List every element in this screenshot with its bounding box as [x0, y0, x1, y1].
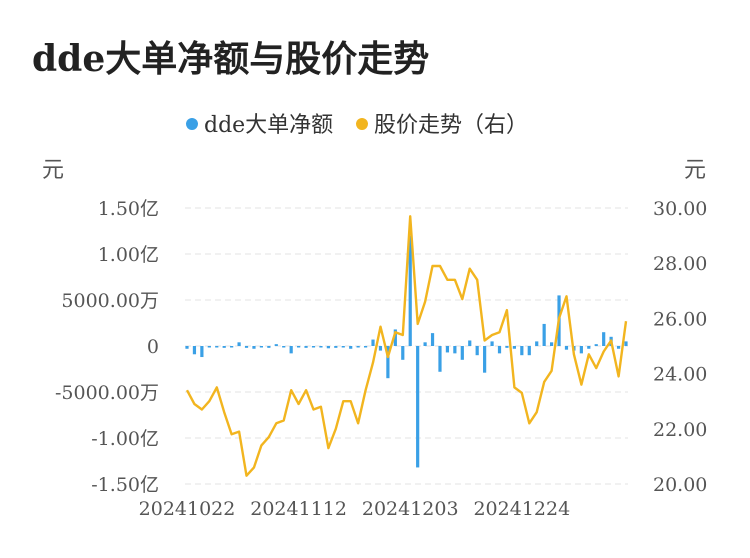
dde-bar	[505, 346, 509, 348]
dde-bar	[297, 346, 301, 348]
dde-bar	[616, 346, 621, 349]
dde-bar	[267, 346, 271, 348]
dde-bar	[624, 341, 628, 346]
dde-bar	[401, 346, 405, 360]
legend[interactable]: dde大单净额 股价走势（右）	[186, 113, 528, 138]
dde-bar	[274, 344, 278, 346]
dde-bar	[349, 346, 353, 349]
dde-bar	[445, 346, 450, 353]
dde-bar	[192, 346, 197, 355]
x-axis-ticks: 20241022 20241112 20241203 20241224	[139, 498, 571, 520]
left-tick-label: 5000.00万	[61, 290, 159, 312]
price-line	[185, 215, 628, 477]
gridlines	[185, 207, 628, 485]
dde-bar	[356, 346, 360, 348]
right-axis-ticks: 30.00 28.00 26.00 24.00 22.00 20.00	[653, 198, 707, 496]
left-tick-label: -1.50亿	[91, 474, 159, 496]
dde-bar	[311, 346, 316, 348]
x-tick-label: 20241224	[473, 498, 570, 520]
dde-bar	[363, 346, 368, 348]
right-tick-label: 26.00	[653, 308, 707, 330]
dde-bar	[549, 342, 554, 346]
dde-bar	[378, 346, 383, 351]
left-axis-ticks: 1.50亿 1.00亿 5000.00万 0 -5000.00万 -1.00亿 -1.50亿	[55, 198, 159, 496]
dde-bar	[341, 346, 345, 348]
dde-bar	[304, 346, 308, 348]
dde-bar	[289, 346, 293, 354]
dde-bar	[408, 235, 412, 346]
dde-bar	[371, 339, 375, 346]
dde-bar	[282, 346, 286, 348]
dde-bar	[416, 346, 420, 468]
dde-bar	[185, 346, 189, 349]
dde-bar	[579, 346, 583, 354]
right-tick-label: 22.00	[653, 419, 707, 441]
dde-bar	[520, 346, 524, 356]
right-tick-label: 24.00	[653, 364, 707, 386]
legend-dot-price	[356, 118, 368, 130]
dde-bar	[430, 333, 435, 346]
dde-bar	[475, 346, 479, 356]
x-tick-label: 20241022	[139, 498, 236, 520]
dde-bar	[386, 346, 390, 379]
x-tick-label: 20241112	[250, 498, 347, 520]
dde-bar	[564, 346, 569, 350]
right-tick-label: 28.00	[653, 253, 707, 275]
chart-title: dde大单净额与股价走势	[32, 38, 430, 80]
left-tick-label: -1.00亿	[91, 428, 159, 450]
right-axis-unit: 元	[684, 158, 706, 183]
dde-bar	[237, 342, 241, 346]
x-tick-label: 20241203	[362, 498, 459, 520]
left-tick-label: -5000.00万	[55, 382, 159, 404]
dde-bar	[602, 332, 606, 346]
legend-label-price: 股价走势（右）	[374, 113, 528, 138]
dde-bar	[393, 329, 397, 346]
dde-bar	[423, 342, 427, 346]
right-tick-label: 30.00	[653, 198, 707, 220]
dde-bar	[587, 346, 591, 349]
right-tick-label: 20.00	[653, 474, 707, 496]
dde-bar	[334, 346, 338, 348]
dde-bar	[222, 346, 226, 348]
dde-bar	[259, 346, 264, 348]
dde-bar	[215, 346, 219, 348]
left-tick-label: 1.00亿	[98, 244, 159, 266]
left-axis-unit: 元	[42, 158, 64, 183]
dde-bar	[319, 346, 323, 348]
dde-bar	[460, 346, 464, 360]
dde-bar	[453, 346, 457, 354]
dde-bar	[230, 346, 234, 348]
left-tick-label: 1.50亿	[98, 198, 159, 220]
dde-bar	[468, 340, 472, 346]
dde-bar	[244, 346, 249, 348]
dde-bar	[252, 346, 256, 349]
dde-bar	[512, 346, 516, 349]
left-tick-label: 0	[147, 336, 159, 358]
dde-bar	[535, 341, 539, 346]
dde-bar	[207, 346, 211, 348]
dde-bar	[483, 346, 487, 373]
dde-bar	[438, 346, 442, 372]
dde-bar	[527, 346, 531, 356]
dde-bar	[497, 346, 502, 354]
dde-bar	[542, 323, 546, 346]
dde-bar	[200, 346, 204, 358]
dde-bar	[490, 341, 494, 346]
dde-bar	[326, 346, 330, 349]
legend-label-dde: dde大单净额	[204, 113, 333, 138]
legend-dot-dde	[186, 118, 198, 130]
dde-bar	[594, 344, 598, 346]
